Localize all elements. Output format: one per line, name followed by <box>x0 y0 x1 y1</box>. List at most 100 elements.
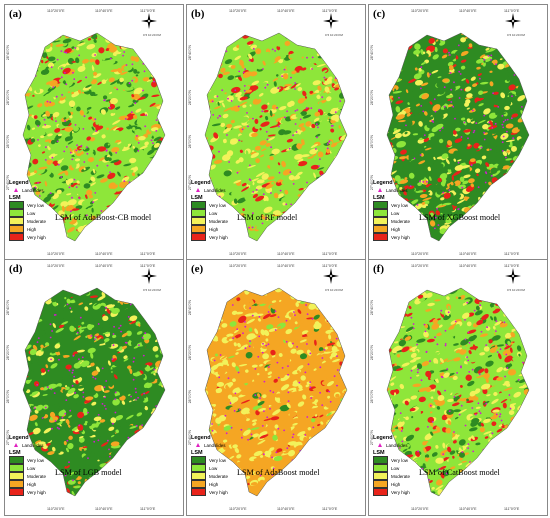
longitude-label: 110°40'0"E <box>277 264 295 268</box>
latitude-label: 28°0'0"N <box>188 135 192 149</box>
map-caption: LSM of XGBoost model <box>419 213 501 222</box>
legend-lsm-title: LSM <box>373 450 385 456</box>
longitude-label: 111°0'0"E <box>322 9 338 13</box>
north-arrow-icon <box>141 13 157 29</box>
longitude-label: 110°40'0"E <box>95 264 113 268</box>
legend-class: Low <box>191 209 228 217</box>
legend-class: Low <box>9 209 46 217</box>
susceptibility-map <box>22 32 166 242</box>
legend-class: Very high <box>191 233 228 241</box>
latitude-label: 28°40'0"N <box>370 300 374 316</box>
north-arrow-icon <box>323 13 339 29</box>
latitude-label: 28°20'0"N <box>188 345 192 361</box>
legend-class: Very low <box>9 456 46 464</box>
latitude-label: 28°40'0"N <box>188 45 192 61</box>
longitude-label: 111°0'0"E <box>140 507 156 511</box>
legend-landslides: Landslides <box>9 186 46 194</box>
longitude-label: 110°20'0"E <box>229 252 247 256</box>
legend-class: Moderate <box>191 217 228 225</box>
longitude-label: 111°0'0"E <box>322 264 338 268</box>
legend-lsm-title: LSM <box>191 450 203 456</box>
legend-class: Very low <box>191 201 228 209</box>
legend-class: Very low <box>373 201 410 209</box>
latitude-label: 28°0'0"N <box>6 135 10 149</box>
latitude-label: 28°0'0"N <box>370 135 374 149</box>
legend-class: Low <box>373 464 410 472</box>
latitude-label: 28°40'0"N <box>6 45 10 61</box>
legend-class: Very low <box>9 201 46 209</box>
longitude-label: 110°40'0"E <box>277 507 295 511</box>
map-panel-e: (e) 110°20'0"E 110°40'0"E 111°0'0"E 110°20'0… <box>186 259 366 516</box>
landslide-marker-icon <box>378 443 382 447</box>
legend-landslides: Landslides <box>9 441 46 449</box>
legend-class: Low <box>191 464 228 472</box>
latitude-label: 28°0'0"N <box>6 390 10 404</box>
panel-label: (b) <box>191 8 205 20</box>
legend-class: High <box>9 480 46 488</box>
longitude-label: 110°40'0"E <box>95 252 113 256</box>
map-caption: LSM of RF model <box>237 213 298 222</box>
map-panel-f: (f) 110°20'0"E 110°40'0"E 111°0'0"E 110°20'0… <box>368 259 548 516</box>
susceptibility-map <box>386 32 530 242</box>
longitude-label: 110°20'0"E <box>47 507 65 511</box>
legend-lsm-title: LSM <box>9 195 21 201</box>
landslide-marker-icon <box>14 443 18 447</box>
longitude-label: 111°0'0"E <box>504 507 520 511</box>
scale-bar: 0 5 10 20 KM <box>507 288 525 292</box>
legend-class: Very high <box>9 488 46 496</box>
map-panel-d: (d) 110°20'0"E 110°40'0"E 111°0'0"E 110°20'0… <box>4 259 184 516</box>
scale-bar: 0 5 10 20 KM <box>325 288 343 292</box>
legend-class: Very high <box>9 233 46 241</box>
legend-lsm-title: LSM <box>191 195 203 201</box>
latitude-label: 28°20'0"N <box>370 90 374 106</box>
legend-lsm-title: LSM <box>9 450 21 456</box>
north-arrow-icon <box>323 268 339 284</box>
legend-class: Moderate <box>191 472 228 480</box>
map-legend: Legend Landslides LSM Very low Low Moderate Hi… <box>9 435 46 496</box>
legend-landslides: Landslides <box>373 441 410 449</box>
map-panel-a: (a) 110°20'0"E 110°40'0"E 111°0'0"E 110°20'0… <box>4 4 184 261</box>
legend-class: High <box>373 480 410 488</box>
longitude-label: 110°20'0"E <box>229 507 247 511</box>
legend-class: Low <box>373 209 410 217</box>
susceptibility-map <box>22 287 166 497</box>
landslide-marker-icon <box>196 188 200 192</box>
panel-label: (f) <box>373 263 384 275</box>
map-legend: Legend Landslides LSM Very low Low Moderate Hi… <box>373 435 410 496</box>
north-arrow-icon <box>505 13 521 29</box>
panel-label: (e) <box>191 263 204 275</box>
scale-bar: 0 5 10 20 KM <box>507 33 525 37</box>
latitude-label: 28°20'0"N <box>370 345 374 361</box>
map-legend: Legend Landslides LSM Very low Low Moderate Hi… <box>9 180 46 241</box>
legend-class: Moderate <box>9 472 46 480</box>
latitude-label: 28°0'0"N <box>370 390 374 404</box>
map-caption: LSM of AdaBoost model <box>237 468 320 477</box>
landslide-marker-icon <box>378 188 382 192</box>
legend-class: High <box>191 480 228 488</box>
scale-bar: 0 5 10 20 KM <box>143 288 161 292</box>
scale-bar: 0 5 10 20 KM <box>325 33 343 37</box>
map-caption: LSM of LGB model <box>55 468 122 477</box>
latitude-label: 28°20'0"N <box>6 90 10 106</box>
legend-title: Legend <box>373 435 393 441</box>
panel-label: (d) <box>9 263 23 275</box>
longitude-label: 110°40'0"E <box>95 507 113 511</box>
longitude-label: 110°20'0"E <box>411 252 429 256</box>
legend-title: Legend <box>373 180 393 186</box>
legend-class: Moderate <box>9 217 46 225</box>
legend-landslides: Landslides <box>373 186 410 194</box>
longitude-label: 110°20'0"E <box>229 9 247 13</box>
susceptibility-map <box>204 287 348 497</box>
longitude-label: 110°40'0"E <box>459 507 477 511</box>
legend-class: Very high <box>373 488 410 496</box>
legend-class: High <box>9 225 46 233</box>
legend-class: Very low <box>373 456 410 464</box>
map-caption: LSM of AdaBoost-CB model <box>55 213 152 222</box>
longitude-label: 110°40'0"E <box>459 252 477 256</box>
legend-landslides: Landslides <box>191 441 228 449</box>
longitude-label: 110°40'0"E <box>277 9 295 13</box>
legend-title: Legend <box>9 435 29 441</box>
longitude-label: 111°0'0"E <box>322 507 338 511</box>
scale-bar: 0 5 10 20 KM <box>143 33 161 37</box>
longitude-label: 111°0'0"E <box>140 264 156 268</box>
